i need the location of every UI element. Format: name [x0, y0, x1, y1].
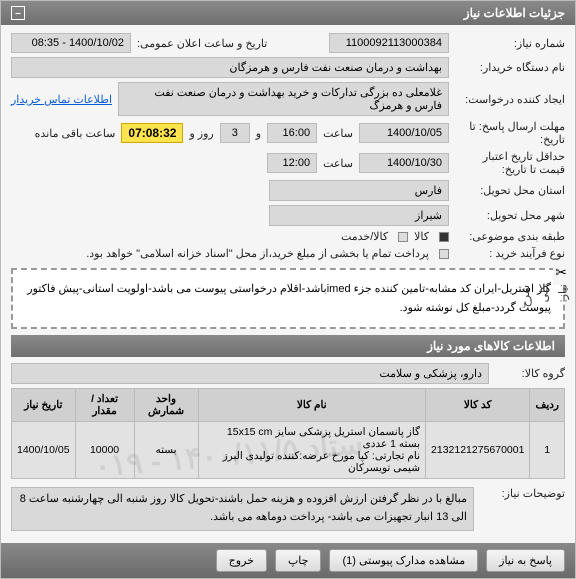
th-name: نام کالا	[198, 389, 425, 422]
notes-text: مبالغ با در نظر گرفتن ارزش افزوده و هزین…	[11, 487, 474, 530]
print-button[interactable]: چاپ	[275, 549, 322, 572]
need-no-label: شماره نیاز:	[455, 37, 565, 50]
buyer-label: نام دستگاه خریدار:	[455, 61, 565, 74]
notes-label: توضیحات نیاز:	[480, 487, 565, 500]
process-note: پرداخت تمام یا بخشی از مبلغ خرید،از محل …	[86, 247, 429, 260]
and-label: و	[256, 127, 261, 140]
province-label: استان محل تحویل:	[455, 184, 565, 197]
desc-label-vertical: شرح کلی نیاز:	[517, 284, 573, 313]
cat-service: کالا/خدمت	[341, 230, 388, 243]
need-description-box: ✂ گاز استریل-ایران کد مشابه-تامین کننده …	[11, 268, 565, 329]
answer-button[interactable]: پاسخ به نیاز	[486, 549, 565, 572]
contact-link[interactable]: اطلاعات تماس خریدار	[11, 93, 112, 106]
radio-goods-icon[interactable]	[439, 232, 449, 242]
th-date: تاریخ نیاز	[12, 389, 76, 422]
th-qty: تعداد / مقدار	[75, 389, 134, 422]
credit-time: 12:00	[267, 153, 317, 173]
td-name: گاز پانسمان استریل پزشکی سایز 15x15 cm ب…	[198, 422, 425, 479]
td-qty: 10000	[75, 422, 134, 479]
buyer-value: بهداشت و درمان صنعت نفت فارس و هرمزگان	[11, 57, 449, 78]
radio-service-icon[interactable]	[398, 232, 408, 242]
group-value: دارو، پزشکی و سلامت	[11, 363, 489, 384]
category-label: طبقه بندی موضوعی:	[455, 230, 565, 243]
table-header-row: ردیف کد کالا نام کالا واحد شمارش تعداد /…	[12, 389, 565, 422]
scissor-icon: ✂	[553, 261, 569, 285]
announce-label: تاریخ و ساعت اعلان عمومی:	[137, 37, 267, 50]
table-row[interactable]: 1 2132121275670001 گاز پانسمان استریل پز…	[12, 422, 565, 479]
need-no-value: 1100092113000384	[329, 33, 449, 53]
process-label: نوع فرآیند خرید :	[455, 247, 565, 260]
city-value: شیراز	[269, 205, 449, 226]
announce-value: 1400/10/02 - 08:35	[11, 33, 131, 53]
credit-date: 1400/10/30	[359, 153, 449, 173]
th-unit: واحد شمارش	[134, 389, 198, 422]
countdown-timer: 07:08:32	[121, 123, 183, 143]
creator-value: غلامعلی ده بزرگی تدارکات و خرید بهداشت و…	[118, 82, 449, 116]
footer-toolbar: پاسخ به نیاز مشاهده مدارک پیوستی (1) چاپ…	[1, 543, 575, 578]
th-idx: ردیف	[530, 389, 565, 422]
panel-header: جزئیات اطلاعات نیاز –	[1, 1, 575, 25]
items-table: ردیف کد کالا نام کالا واحد شمارش تعداد /…	[11, 388, 565, 479]
creator-label: ایجاد کننده درخواست:	[455, 93, 565, 106]
time-label-2: ساعت	[323, 157, 353, 170]
remain-after: ساعت باقی مانده	[35, 127, 116, 140]
deadline-label: مهلت ارسال پاسخ: تا تاریخ:	[455, 120, 565, 146]
desc-text: گاز استریل-ایران کد مشابه-تامین کننده جز…	[27, 283, 551, 314]
deadline-date: 1400/10/05	[359, 123, 449, 143]
main-content: شماره نیاز: 1100092113000384 تاریخ و ساع…	[1, 25, 575, 543]
city-label: شهر محل تحویل:	[455, 209, 565, 222]
remain-label: روز و	[189, 127, 213, 140]
minimize-icon[interactable]: –	[11, 6, 25, 20]
check-process-icon[interactable]	[439, 249, 449, 259]
td-code: 2132121275670001	[426, 422, 530, 479]
close-button[interactable]: خروج	[216, 549, 267, 572]
cat-goods: کالا	[414, 230, 429, 243]
time-label-1: ساعت	[323, 127, 353, 140]
deadline-time: 16:00	[267, 123, 317, 143]
docs-button[interactable]: مشاهده مدارک پیوستی (1)	[329, 549, 478, 572]
items-header: اطلاعات کالاهای مورد نیاز	[11, 335, 565, 357]
group-label: گروه کالا:	[495, 367, 565, 380]
province-value: فارس	[269, 180, 449, 201]
credit-label: حداقل تاریخ اعتبار قیمت تا تاریخ:	[455, 150, 565, 176]
th-code: کد کالا	[426, 389, 530, 422]
td-idx: 1	[530, 422, 565, 479]
remain-days: 3	[220, 123, 250, 143]
td-date: 1400/10/05	[12, 422, 76, 479]
panel-title: جزئیات اطلاعات نیاز	[464, 6, 565, 20]
td-unit: بسته	[134, 422, 198, 479]
